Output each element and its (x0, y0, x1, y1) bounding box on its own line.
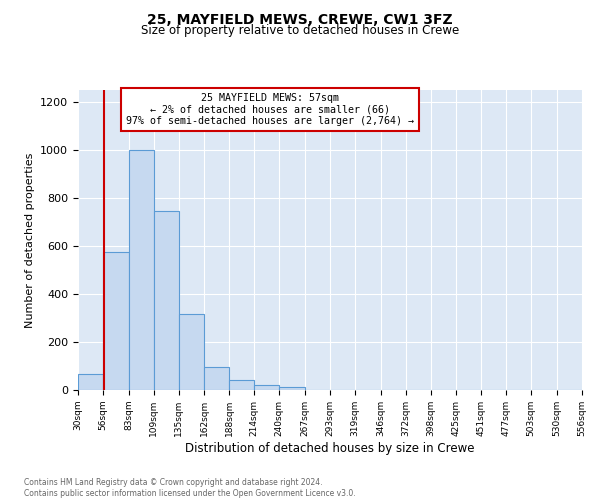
Bar (129, 150, 154, 390)
Bar (229, 380, 254, 390)
Bar (179, 314, 205, 390)
Bar (78, 374, 103, 390)
Text: Size of property relative to detached houses in Crewe: Size of property relative to detached ho… (141, 24, 459, 37)
Text: Contains HM Land Registry data © Crown copyright and database right 2024.
Contai: Contains HM Land Registry data © Crown c… (24, 478, 356, 498)
Bar (205, 367, 229, 390)
Bar (254, 385, 279, 390)
X-axis label: Distribution of detached houses by size in Crewe: Distribution of detached houses by size … (185, 442, 475, 454)
Text: 25 MAYFIELD MEWS: 57sqm
← 2% of detached houses are smaller (66)
97% of semi-det: 25 MAYFIELD MEWS: 57sqm ← 2% of detached… (125, 93, 413, 126)
Text: 25, MAYFIELD MEWS, CREWE, CW1 3FZ: 25, MAYFIELD MEWS, CREWE, CW1 3FZ (147, 12, 453, 26)
Y-axis label: Number of detached properties: Number of detached properties (25, 152, 35, 328)
Bar (279, 387, 305, 390)
Bar (103, 252, 129, 390)
Bar (154, 211, 179, 390)
